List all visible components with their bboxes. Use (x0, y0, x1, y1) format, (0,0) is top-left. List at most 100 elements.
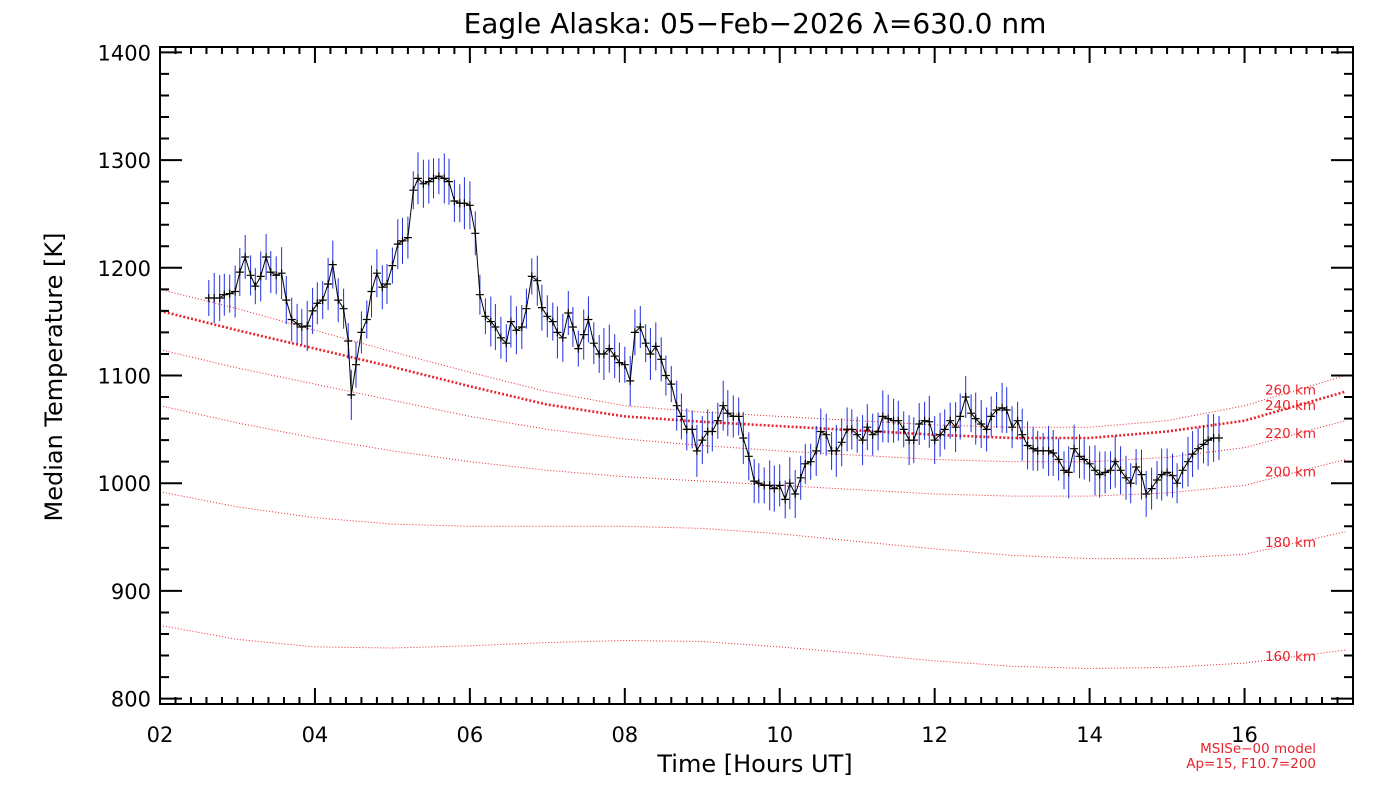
x-axis-label: Time [Hours UT] (656, 750, 852, 778)
data-point (967, 409, 976, 418)
data-point (506, 317, 515, 326)
data-point (543, 312, 552, 321)
plot-frame (159, 46, 1354, 705)
data-point (293, 319, 302, 328)
data-point (522, 304, 531, 313)
data-point (899, 425, 908, 434)
model-line-1 (159, 624, 1346, 670)
data-point (1085, 459, 1094, 468)
data-point (946, 416, 955, 425)
data-point (287, 315, 296, 324)
data-point (894, 416, 903, 425)
y-tick-label: 800 (111, 688, 151, 712)
data-point (1008, 423, 1017, 432)
data-point (429, 174, 438, 183)
data-point (372, 269, 381, 278)
data-point (251, 282, 260, 291)
data-point (812, 446, 821, 455)
data-point (708, 427, 717, 436)
data-point (409, 186, 418, 195)
data-point (688, 425, 697, 434)
data-point (1204, 436, 1213, 445)
data-point (1132, 463, 1141, 471)
data-point (481, 312, 490, 321)
data-point (801, 459, 810, 468)
y-tick-label: 900 (111, 580, 151, 604)
x-tick-label: 08 (611, 723, 638, 747)
data-point (574, 344, 583, 353)
data-point (739, 434, 748, 442)
data-point (1060, 466, 1068, 475)
data-point (961, 393, 970, 401)
data-point (235, 268, 244, 277)
data-point (770, 484, 779, 493)
model-line-label: 240 km (1265, 398, 1316, 414)
data-point (1101, 468, 1110, 477)
data-point (615, 358, 624, 367)
data-point (765, 481, 774, 490)
data-point (486, 317, 495, 326)
data-point (982, 425, 991, 434)
y-tick-label: 1200 (98, 257, 151, 281)
data-point (246, 271, 255, 280)
data-point (424, 177, 433, 186)
model-line-label: 220 km (1265, 426, 1316, 442)
data-point (878, 412, 887, 421)
data-point (930, 436, 939, 445)
data-point (548, 317, 557, 326)
error-bars (208, 152, 1220, 519)
data-point (383, 280, 391, 288)
data-point (1199, 440, 1208, 449)
data-point (909, 436, 918, 445)
data-point (357, 328, 366, 337)
y-tick-label: 1400 (98, 41, 151, 65)
data-point (998, 403, 1007, 412)
data-line (208, 175, 1219, 501)
data-point (1080, 455, 1089, 464)
data-point (579, 330, 588, 339)
data-point (517, 323, 526, 331)
data-point (324, 280, 333, 288)
model-note-line-1: MSISe−00 model (1200, 741, 1316, 757)
data-markers (204, 172, 1223, 504)
data-point (863, 423, 872, 432)
data-point (460, 199, 469, 208)
data-point (558, 333, 567, 342)
data-series (208, 175, 1219, 501)
data-point (692, 446, 701, 455)
data-point (874, 427, 883, 436)
y-axis-label: Median Temperature [K] (40, 232, 68, 521)
data-point (775, 481, 784, 490)
data-point (667, 380, 676, 389)
data-point (1147, 484, 1156, 493)
data-point (1116, 466, 1125, 475)
data-point (744, 452, 753, 461)
data-point (837, 438, 846, 447)
axis-ticks (159, 47, 1354, 704)
data-point (651, 342, 660, 351)
data-point (719, 401, 728, 410)
data-point (256, 272, 265, 281)
data-point (475, 290, 484, 299)
data-point (1018, 430, 1027, 439)
model-line-label: 180 km (1265, 535, 1316, 551)
data-point (537, 303, 546, 312)
data-point (1002, 406, 1011, 414)
x-tick-label: 16 (1231, 723, 1258, 747)
data-point (853, 430, 862, 439)
model-note-line-2: Ap=15, F10.7=200 (1186, 756, 1316, 772)
data-point (781, 495, 790, 504)
data-point (440, 174, 449, 183)
data-point (925, 417, 934, 426)
data-point (806, 457, 815, 466)
y-tick-label: 1300 (98, 149, 151, 173)
data-point (1142, 490, 1151, 498)
data-point (636, 323, 645, 331)
data-point (1075, 452, 1084, 461)
data-point (308, 306, 317, 315)
x-tick-label: 04 (302, 723, 329, 747)
data-point (1153, 476, 1161, 484)
data-point (791, 490, 800, 498)
data-point (225, 289, 234, 298)
